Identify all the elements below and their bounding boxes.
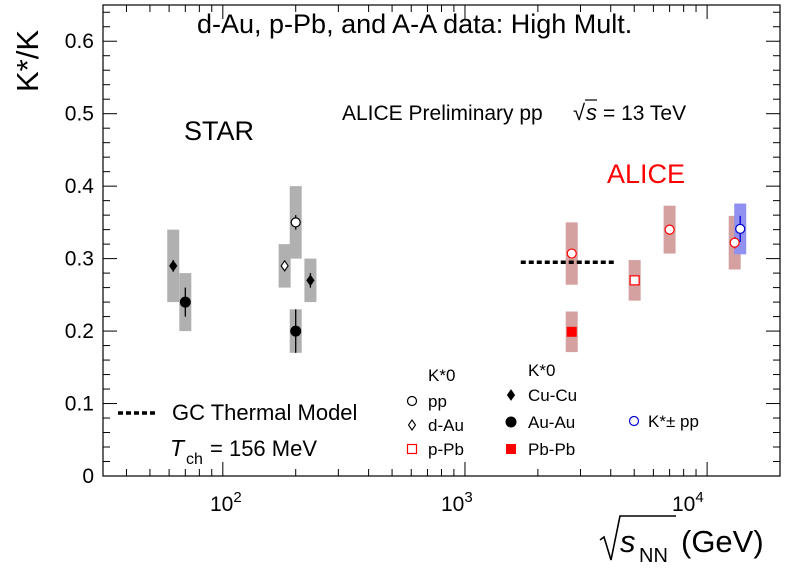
y-tick-label: 0.4 [65, 175, 95, 198]
x-axis-units: (GeV) [681, 524, 764, 559]
data-point [566, 248, 577, 259]
gc-model-legend: GC Thermal Model T ch = 156 MeV [118, 400, 357, 468]
data-point [566, 326, 577, 337]
y-axis-label: K*/K [10, 30, 45, 92]
legend-label-dau: d-Au [428, 416, 464, 435]
x-tick-base: 10 [441, 493, 464, 516]
alice-prelim-s: s [586, 100, 597, 125]
legend-label-pbpb: Pb-Pb [528, 440, 575, 459]
data-point [729, 237, 740, 248]
data-point [290, 325, 302, 337]
data-point [629, 275, 640, 286]
data-point [306, 274, 315, 287]
gc-temp-subscript: ch [186, 451, 203, 468]
y-tick-label: 0 [82, 465, 94, 488]
gc-temp-symbol: T [170, 435, 186, 461]
y-tick-label: 0.2 [65, 320, 94, 343]
alice-label: ALICE [607, 159, 685, 189]
alice-prelim-energy: = 13 TeV [603, 102, 686, 125]
legend-marker [406, 443, 418, 455]
x-axis-subscript: NN [639, 545, 668, 567]
y-tick-label: 0.1 [65, 393, 94, 416]
legend-marker [406, 395, 418, 407]
sqrt-symbol [599, 515, 676, 561]
data-point [169, 259, 178, 272]
x-tick-labels: 102 103 104 [210, 489, 704, 516]
marker-legend: K*0 K*0 pp d-Au p-Pb Cu-Cu Au-Au Pb-Pb K… [406, 361, 699, 459]
x-tick-exponent: 3 [464, 489, 472, 506]
legend-label-pp: pp [428, 392, 447, 411]
x-axis-label: s NN (GeV) [599, 515, 764, 567]
x-tick-base: 10 [672, 493, 695, 516]
x-tick-exponent: 2 [233, 489, 241, 506]
legend-label-ppb: p-Pb [428, 440, 464, 459]
legend-marker [506, 389, 516, 401]
legend-header-text: K*0 [528, 361, 555, 380]
alice-preliminary: ALICE Preliminary pp √ s = 13 TeV [342, 99, 686, 125]
legend-label-cucu: Cu-Cu [528, 386, 577, 405]
x-tick-label-10000: 104 [672, 489, 704, 516]
data-point [179, 296, 191, 308]
legend-kstar0-header: K*0 [428, 366, 455, 385]
y-tick-label: 0.3 [65, 248, 94, 271]
sqrt-glyph: √ [573, 100, 586, 125]
data-points [169, 215, 746, 353]
legend-marker [505, 416, 517, 428]
gc-model-label: GC Thermal Model [172, 400, 357, 425]
y-tick-label: 0.6 [65, 30, 94, 53]
data-point [664, 224, 675, 235]
x-tick-exponent: 4 [695, 489, 703, 506]
star-label: STAR [184, 116, 254, 146]
alice-prelim-text: ALICE Preliminary pp [342, 102, 543, 125]
legend-kstar0-header-2: K*0 [528, 361, 555, 380]
legend-label-kstarpm: K*± pp [648, 412, 699, 431]
axis-ticks [103, 5, 781, 477]
chart-title: d-Au, p-Pb, and A-A data: High Mult. [197, 9, 632, 39]
data-point [280, 259, 289, 272]
y-tick-label: 0.5 [65, 103, 94, 126]
x-tick-base: 10 [210, 493, 233, 516]
legend-header-text: K*0 [428, 366, 455, 385]
x-axis-s-symbol: s [620, 524, 636, 559]
legend-markers [406, 389, 640, 455]
legend-marker [407, 419, 417, 431]
data-point [735, 223, 746, 235]
x-tick-label-1000: 103 [441, 489, 473, 516]
y-tick-labels: 0 0.1 0.2 0.3 0.4 0.5 0.6 [65, 30, 95, 488]
data-point [290, 217, 301, 228]
legend-marker [628, 415, 640, 427]
x-tick-label-100: 102 [210, 489, 242, 516]
legend-marker [506, 444, 516, 454]
gc-temp-value: = 156 MeV [210, 436, 317, 461]
systematic-boxes [167, 186, 747, 353]
legend-label-auau: Au-Au [528, 413, 575, 432]
